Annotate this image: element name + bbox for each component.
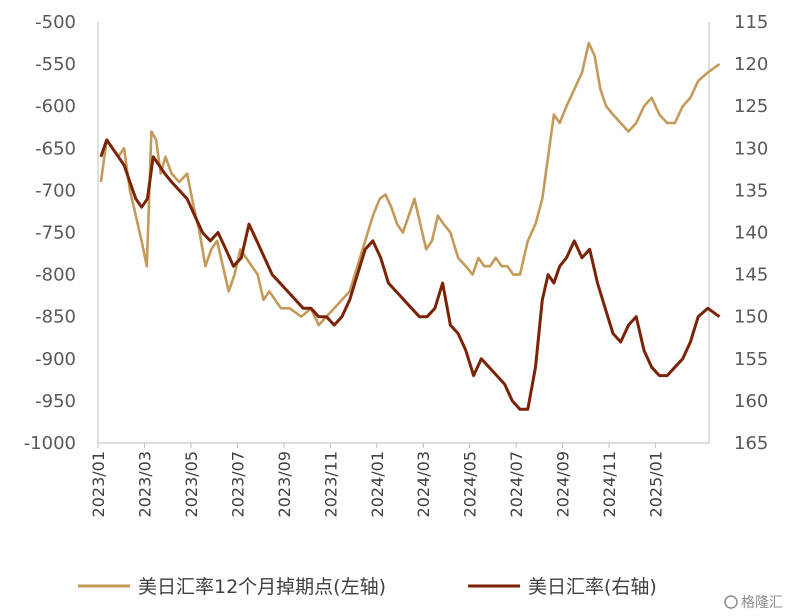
right-tick-label: 120 [734,54,768,75]
x-tick-label: 2024/05 [461,451,480,517]
x-tick-label: 2024/09 [554,451,573,517]
left-tick-label: -800 [35,265,76,286]
right-tick-label: 145 [734,265,768,286]
left-tick-label: -550 [35,54,76,75]
left-y-axis: -500 -550 -600 -650 -700 -750 -800 -850 -900 -950… [24,12,99,454]
left-tick-label: -700 [35,180,76,201]
x-tick-label: 2025/01 [647,451,666,517]
left-tick-label: -900 [35,349,76,370]
series-line-usdjpy [99,138,721,411]
watermark: 格隆汇 [724,595,783,611]
legend: 美日汇率12个月掉期点(左轴) 美日汇率(右轴) [78,576,657,598]
watermark-logo-icon [724,595,738,609]
left-tick-label: -650 [35,138,76,159]
x-tick-label: 2023/11 [321,451,340,517]
legend-label-swap-points: 美日汇率12个月掉期点(左轴) [138,576,386,598]
right-tick-label: 140 [734,223,768,244]
left-tick-label: -1000 [24,433,76,454]
right-tick-label: 115 [734,12,768,33]
left-tick-label: -950 [35,391,76,412]
legend-label-usdjpy: 美日汇率(右轴) [528,576,657,598]
x-tick-label: 2024/01 [368,451,387,517]
left-tick-label: -750 [35,223,76,244]
right-tick-label: 135 [734,180,768,201]
right-y-axis: 115 120 125 130 135 140 145 150 155 160 165 [708,12,768,454]
watermark-text: 格隆汇 [741,595,783,611]
left-tick-label: -500 [35,12,76,33]
right-tick-label: 150 [734,307,768,328]
left-tick-label: -850 [35,307,76,328]
left-tick-label: -600 [35,96,76,117]
right-tick-label: 160 [734,391,768,412]
x-axis: 2023/01 2023/03 2023/05 2023/07 2023/09 2023/… [89,442,709,517]
series-layer [99,41,721,411]
x-tick-label: 2023/05 [182,451,201,517]
right-tick-label: 155 [734,349,768,370]
series-line-swap-points [99,41,721,327]
right-tick-label: 165 [734,433,768,454]
x-tick-label: 2023/09 [275,451,294,517]
x-tick-label: 2023/01 [89,451,108,517]
x-tick-label: 2024/03 [414,451,433,517]
x-tick-label: 2023/07 [228,451,247,517]
x-tick-label: 2023/03 [135,451,154,517]
right-tick-label: 125 [734,96,768,117]
x-tick-label: 2024/07 [507,451,526,517]
x-tick-label: 2024/11 [600,451,619,517]
right-tick-label: 130 [734,138,768,159]
